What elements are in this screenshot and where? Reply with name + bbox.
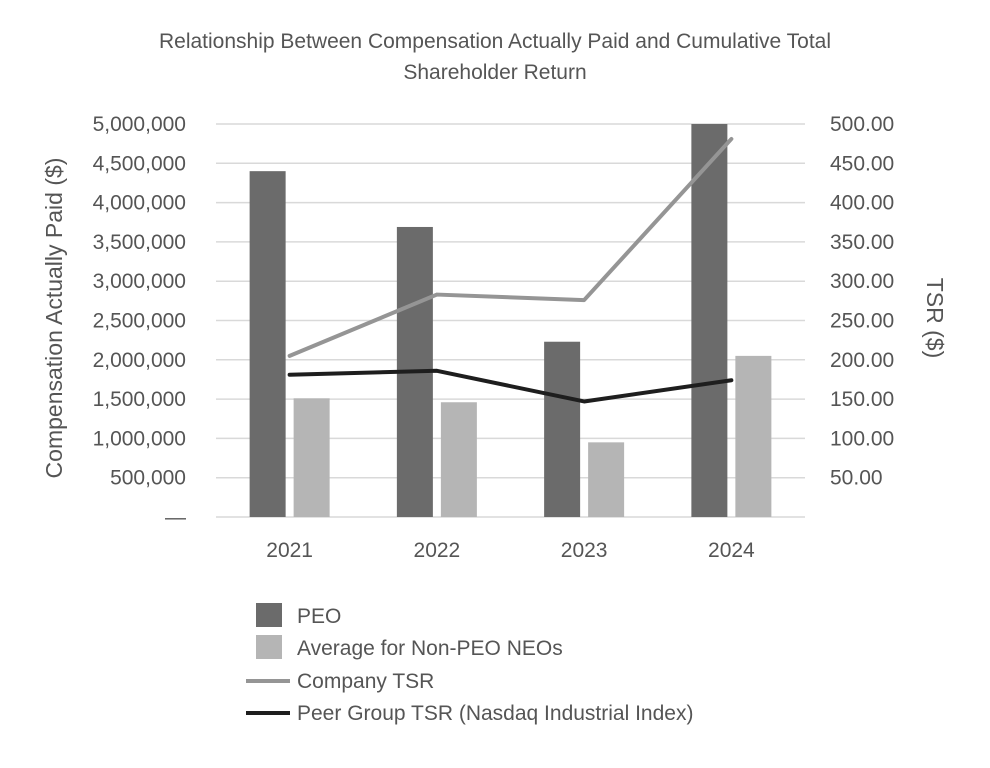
right-axis-title: TSR ($) xyxy=(922,278,948,359)
x-tick-label: 2023 xyxy=(561,539,608,562)
left-tick-label: 1,500,000 xyxy=(93,388,186,411)
right-tick-label: 150.00 xyxy=(830,388,894,411)
right-tick-label: 500.00 xyxy=(830,113,894,136)
x-tick-label: 2021 xyxy=(266,539,313,562)
chart-title-line-2: Shareholder Return xyxy=(403,61,586,84)
legend-label-non-peo: Average for Non-PEO NEOs xyxy=(297,637,563,660)
line-peer-group-tsr xyxy=(287,368,734,404)
left-tick-label: 2,000,000 xyxy=(93,349,186,372)
bar-peo xyxy=(249,171,286,517)
right-tick-label: 350.00 xyxy=(830,231,894,254)
legend-label-company-tsr: Company TSR xyxy=(297,670,434,693)
line-company-tsr xyxy=(287,136,734,358)
left-tick-label: 1,000,000 xyxy=(93,427,186,450)
bar-non-peo xyxy=(440,402,477,517)
left-tick-label: 3,000,000 xyxy=(93,270,186,293)
x-tick-label: 2024 xyxy=(708,539,755,562)
chart-title-line-1: Relationship Between Compensation Actual… xyxy=(159,30,831,53)
right-tick-label: 450.00 xyxy=(830,152,894,175)
bar-non-peo xyxy=(735,355,772,517)
bar-peo xyxy=(691,124,728,517)
legend-swatch-non-peo xyxy=(256,635,282,659)
left-tick-label: 500,000 xyxy=(110,467,186,490)
right-tick-label: 300.00 xyxy=(830,270,894,293)
right-tick-label: 200.00 xyxy=(830,349,894,372)
x-axis-ticks: 2021 2022 2023 2024 xyxy=(266,539,755,562)
left-tick-label: 4,500,000 xyxy=(93,152,186,175)
right-tick-label: 50.00 xyxy=(830,467,883,490)
right-tick-label: 250.00 xyxy=(830,310,894,333)
right-tick-label: 100.00 xyxy=(830,427,894,450)
legend-label-peer-tsr: Peer Group TSR (Nasdaq Industrial Index) xyxy=(297,702,693,725)
left-axis-ticks: — 500,000 1,000,000 1,500,000 2,000,000 2,500… xyxy=(93,113,186,529)
left-tick-label: — xyxy=(165,506,186,529)
legend-label-peo: PEO xyxy=(297,605,341,628)
right-tick-label: 400.00 xyxy=(830,192,894,215)
bar-non-peo xyxy=(588,442,625,517)
x-tick-label: 2022 xyxy=(414,539,461,562)
legend: PEO Average for Non-PEO NEOs Company TSR… xyxy=(246,603,693,725)
left-tick-label: 4,000,000 xyxy=(93,192,186,215)
left-tick-label: 2,500,000 xyxy=(93,310,186,333)
left-tick-label: 3,500,000 xyxy=(93,231,186,254)
right-axis-ticks: 50.00 100.00 150.00 200.00 250.00 300.00 350.0… xyxy=(830,113,894,490)
legend-swatch-peo xyxy=(256,603,282,627)
left-axis-title: Compensation Actually Paid ($) xyxy=(41,158,67,479)
bar-peo xyxy=(544,341,581,517)
left-tick-label: 5,000,000 xyxy=(93,113,186,136)
bar-non-peo xyxy=(293,398,330,517)
tsr-lines xyxy=(287,136,734,404)
